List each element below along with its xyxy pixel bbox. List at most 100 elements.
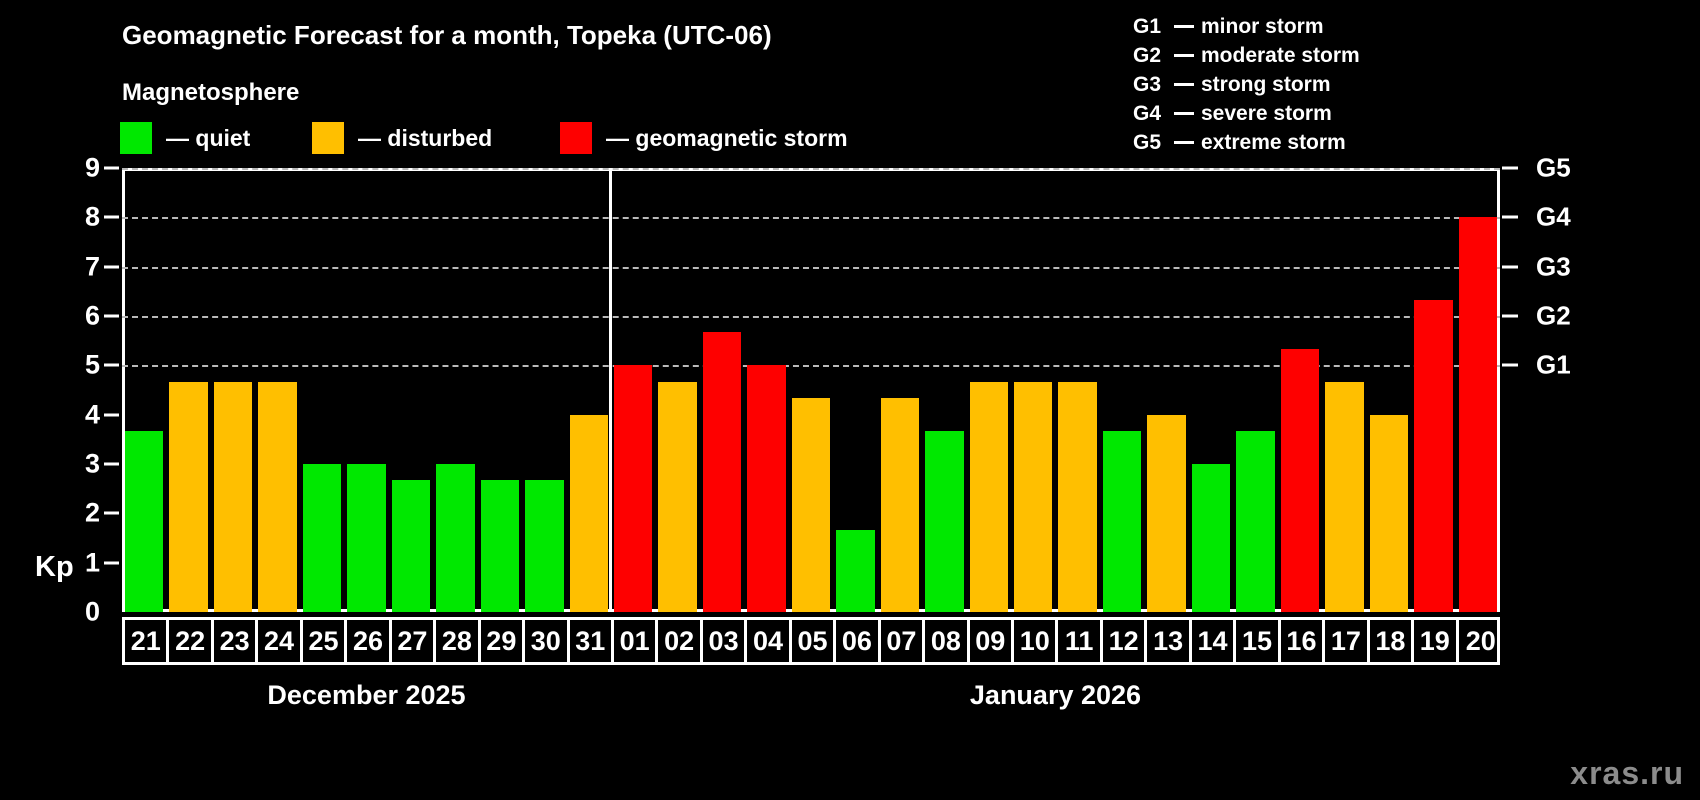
day-cell-20[interactable]: 20: [1465, 625, 1496, 656]
day-cell-16[interactable]: 16: [1281, 620, 1326, 662]
bar-day-01: [613, 365, 653, 612]
bar-day-16: [1280, 349, 1320, 612]
kp-tick-label-7: 7: [84, 251, 100, 282]
g-axis-tick-g5: [1502, 166, 1518, 170]
g-axis-label-g1: G1: [1536, 349, 1571, 380]
g-key-label-g3: strong storm: [1201, 72, 1331, 96]
day-cell-11[interactable]: 11: [1058, 620, 1103, 662]
bar-day-27: [391, 480, 431, 612]
day-cell-01[interactable]: 01: [614, 620, 659, 662]
day-cell-17[interactable]: 17: [1325, 620, 1370, 662]
day-cell-19[interactable]: 19: [1414, 620, 1459, 662]
g-axis-tick-g1: [1502, 363, 1518, 367]
bar-day-13: [1147, 414, 1186, 612]
g-key-label-g2: moderate storm: [1201, 43, 1360, 67]
g-key-row-g4: G4 severe storm: [1133, 99, 1360, 128]
legend-label-1: — disturbed: [358, 124, 493, 151]
gridline-kp-7: [122, 266, 1500, 269]
g-key-row-g5: G5 extreme storm: [1133, 128, 1360, 157]
day-cell-07[interactable]: 07: [881, 620, 926, 662]
watermark: xras.ru: [1570, 755, 1684, 791]
day-cell-09[interactable]: 09: [970, 620, 1015, 662]
g-key-dash-icon: [1174, 112, 1194, 115]
kp-tick-label-4: 4: [84, 399, 100, 430]
bar-day-10: [1014, 381, 1053, 612]
month-divider: [609, 168, 613, 612]
day-cell-27[interactable]: 27: [392, 620, 437, 662]
legend-item-0: — quiet: [120, 122, 250, 154]
kp-tick-mark-2: [104, 511, 119, 515]
day-cell-25[interactable]: 25: [303, 620, 348, 662]
day-cell-13[interactable]: 13: [1147, 620, 1192, 662]
day-cell-23[interactable]: 23: [214, 620, 259, 662]
bar-day-05: [791, 398, 831, 612]
kp-tick-label-3: 3: [84, 448, 100, 479]
day-cell-08[interactable]: 08: [925, 620, 970, 662]
bar-series: [122, 168, 1500, 612]
day-cell-03[interactable]: 03: [703, 620, 748, 662]
bar-day-31: [569, 414, 608, 612]
day-cell-02[interactable]: 02: [658, 620, 703, 662]
bar-day-30: [525, 480, 564, 612]
day-cell-22[interactable]: 22: [169, 620, 214, 662]
kp-tick-mark-9: [104, 166, 119, 170]
bar-day-14: [1191, 464, 1231, 612]
kp-tick-mark-7: [104, 265, 119, 269]
bar-day-19: [1414, 299, 1453, 612]
day-cell-12[interactable]: 12: [1103, 620, 1148, 662]
day-cell-24[interactable]: 24: [258, 620, 303, 662]
g-key-row-g2: G2 moderate storm: [1133, 41, 1360, 70]
kp-tick-mark-5: [104, 363, 119, 367]
bar-day-22: [169, 381, 208, 612]
bar-day-02: [658, 381, 697, 612]
day-cell-28[interactable]: 28: [436, 620, 481, 662]
day-cell-31[interactable]: 31: [570, 620, 614, 662]
g-axis-tick-g4: [1502, 215, 1518, 219]
day-cell-14[interactable]: 14: [1192, 620, 1237, 662]
day-cell-26[interactable]: 26: [347, 620, 392, 662]
day-cell-15[interactable]: 15: [1236, 620, 1281, 662]
day-cell-21[interactable]: 21: [125, 620, 170, 662]
g-axis-label-g5: G5: [1536, 152, 1571, 183]
g-key-label-g4: severe storm: [1201, 101, 1332, 125]
kp-tick-label-0: 0: [84, 596, 100, 627]
gridline-kp-6: [122, 316, 1500, 318]
day-cell-05[interactable]: 05: [792, 620, 837, 662]
kp-tick-label-2: 2: [84, 497, 100, 528]
g-axis-label-g4: G4: [1536, 201, 1571, 232]
kp-tick-label-5: 5: [84, 349, 100, 380]
bar-day-24: [258, 381, 297, 612]
g-key-code-g5: G5: [1133, 130, 1162, 154]
kp-tick-mark-8: [104, 215, 119, 219]
g-key-dash-icon: [1174, 141, 1194, 144]
bar-day-20: [1458, 217, 1497, 612]
bar-day-03: [702, 332, 742, 612]
plot-area: [122, 168, 1500, 612]
g-key-code-g4: G4: [1133, 101, 1162, 125]
bar-day-15: [1236, 430, 1275, 612]
day-cell-10[interactable]: 10: [1014, 620, 1059, 662]
kp-tick-label-9: 9: [84, 152, 100, 183]
day-cell-04[interactable]: 04: [747, 620, 792, 662]
bar-day-18: [1369, 414, 1409, 612]
day-cell-18[interactable]: 18: [1370, 620, 1415, 662]
day-cell-06[interactable]: 06: [836, 620, 881, 662]
kp-tick-mark-4: [104, 413, 119, 417]
chart-subtitle: Magnetosphere: [122, 79, 300, 106]
kp-tick-label-1: 1: [84, 547, 100, 578]
bar-day-06: [836, 529, 875, 612]
gridline-kp-5: [122, 365, 1500, 368]
g-key-row-g3: G3 strong storm: [1133, 70, 1360, 99]
legend-item-1: — disturbed: [312, 122, 492, 154]
kp-tick-label-8: 8: [84, 201, 100, 232]
day-cell-29[interactable]: 29: [481, 620, 526, 662]
legend-swatch-quiet: [120, 122, 152, 154]
kp-axis: Kp 0 1 2 3 4 5 6 7 8 9: [0, 153, 122, 627]
legend-label-2: — geomagnetic storm: [606, 124, 848, 151]
bar-day-28: [436, 464, 475, 612]
day-cell-30[interactable]: 30: [525, 620, 570, 662]
g-key-dash-icon: [1174, 25, 1194, 28]
g-axis-label-g2: G2: [1536, 300, 1571, 331]
g-key-row-g1: G1 minor storm: [1133, 12, 1360, 41]
